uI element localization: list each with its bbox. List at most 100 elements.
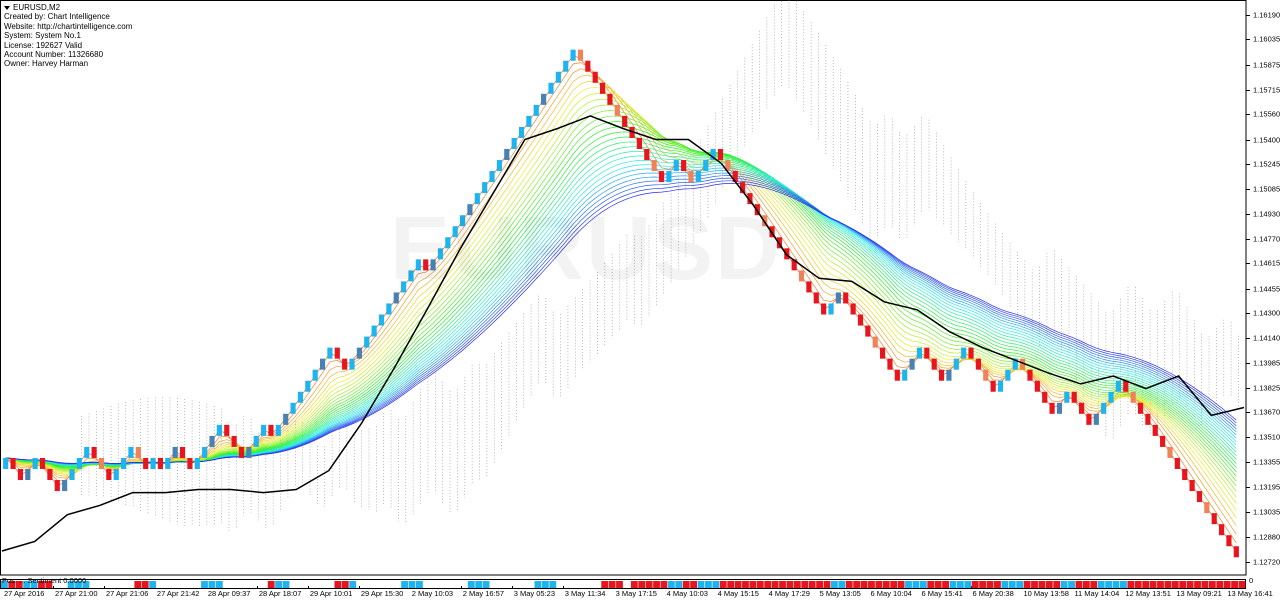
ma-ribbon-line — [5, 183, 1237, 464]
renko-brick-down — [1027, 369, 1033, 381]
renko-brick-down — [1189, 480, 1195, 492]
sentiment-bar — [1216, 581, 1224, 588]
indicator-subwindow[interactable] — [0, 576, 1280, 589]
renko-brick-down — [577, 49, 584, 61]
sentiment-bar — [23, 581, 31, 588]
renko-brick-down — [636, 137, 643, 149]
sentiment-bar — [942, 581, 949, 588]
price-label: 1.14930 — [1253, 209, 1280, 219]
renko-brick-up — [69, 468, 75, 481]
renko-brick-down — [334, 347, 340, 359]
price-label: 1.12720 — [1253, 557, 1280, 567]
price-label: 1.13510 — [1253, 432, 1280, 442]
time-label: 13 May 09:21 — [1176, 589, 1222, 598]
time-tick — [103, 586, 105, 589]
renko-brick-up — [150, 457, 156, 469]
sentiment-bar — [1016, 581, 1024, 588]
price-scale[interactable]: 1.16190 1.16035 1.15875 1.15715 1.15560 1.154… — [1246, 0, 1280, 575]
sentiment-bar — [45, 581, 53, 588]
time-label: 12 May 13:51 — [1125, 589, 1171, 598]
renko-brick-up — [437, 248, 444, 260]
renko-brick-up — [518, 126, 525, 138]
time-label: 27 Apr 21:42 — [156, 589, 200, 598]
renko-brick-up — [1108, 391, 1114, 403]
renko-bricks — [3, 49, 1239, 558]
sentiment-bar — [267, 581, 275, 588]
renko-brick-up — [511, 137, 517, 149]
renko-brick-up — [1005, 369, 1011, 381]
renko-brick-down — [17, 468, 24, 481]
renko-brick-up — [1012, 358, 1018, 370]
sentiment-bar — [616, 581, 623, 588]
sentiment-bar — [482, 581, 490, 588]
renko-brick-down — [931, 358, 937, 370]
price-tick — [1246, 437, 1250, 439]
plot-frame — [0, 0, 1247, 576]
sentiment-bar — [141, 581, 149, 588]
renko-brick-down — [1226, 535, 1232, 547]
renko-brick-up — [327, 347, 333, 359]
sentiment-bar — [1238, 581, 1246, 588]
price-tick — [1246, 163, 1250, 165]
price-tick — [1246, 39, 1250, 41]
sentiment-bar — [1179, 581, 1187, 588]
renko-brick-up — [172, 446, 178, 458]
renko-brick-up — [246, 446, 252, 458]
info-website: Website: http://chartintelligence.com — [4, 21, 133, 31]
renko-brick-down — [39, 457, 46, 469]
renko-brick-down — [585, 60, 591, 72]
renko-brick-down — [1218, 524, 1225, 536]
time-tick — [562, 586, 564, 589]
sentiment-bar — [1060, 581, 1068, 588]
renko-brick-up — [489, 171, 495, 183]
sentiment-bar — [201, 581, 208, 588]
price-tick — [1246, 338, 1250, 340]
price-tick — [1246, 487, 1250, 489]
renko-brick-down — [806, 281, 812, 293]
sentiment-bar — [8, 581, 16, 588]
renko-brick-up — [393, 292, 399, 304]
sentiment-bar — [1171, 581, 1179, 588]
ma-ribbon-line — [5, 110, 1237, 487]
time-label: 4 May 10:03 — [666, 589, 708, 598]
symbol-title-row[interactable]: EURUSD,M2 — [4, 3, 132, 12]
sentiment-bar — [734, 581, 742, 588]
sentiment-bar — [801, 581, 809, 588]
renko-brick-up — [319, 358, 326, 370]
renko-brick-up — [290, 402, 296, 414]
sentiment-bar — [630, 581, 638, 588]
sentiment-bar — [1090, 581, 1098, 588]
renko-brick-up — [371, 325, 377, 337]
sentiment-bar — [779, 581, 786, 588]
sentiment-bar — [956, 581, 964, 588]
sentiment-bar — [467, 581, 475, 588]
dropdown-triangle-icon[interactable] — [4, 5, 10, 10]
price-tick — [1246, 288, 1250, 290]
renko-brick-down — [10, 457, 16, 469]
time-tick — [358, 586, 360, 589]
renko-brick-down — [784, 248, 790, 260]
time-scale[interactable]: 27 Apr 2016 27 Apr 21:00 27 Apr 21:06 27 Ap… — [0, 586, 1273, 603]
price-tick — [1246, 238, 1250, 240]
price-label: 1.14140 — [1253, 333, 1280, 343]
sentiment-bar — [1, 581, 8, 588]
renko-brick-down — [1049, 402, 1055, 414]
time-label: 4 May 17:29 — [768, 589, 810, 598]
price-label: 1.15400 — [1253, 135, 1280, 145]
sentiment-bar — [979, 581, 987, 588]
renko-brick-up — [946, 369, 952, 381]
time-tick — [460, 586, 462, 589]
renko-brick-down — [776, 237, 783, 249]
sentiment-bar — [934, 581, 942, 588]
renko-brick-down — [887, 358, 893, 370]
sentiment-bar — [927, 581, 935, 588]
renko-brick-up — [548, 82, 554, 94]
renko-brick-up — [703, 160, 709, 172]
renko-brick-down — [769, 226, 775, 238]
sentiment-bar — [860, 581, 868, 588]
renko-brick-down — [938, 369, 945, 381]
sentiment-bar — [638, 581, 646, 588]
renko-brick-up — [305, 380, 311, 392]
